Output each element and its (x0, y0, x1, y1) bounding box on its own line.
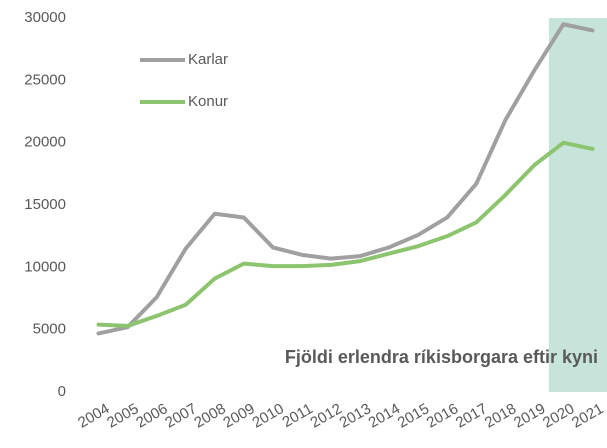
y-tick-label: 5000 (33, 321, 66, 338)
highlight-area (548, 18, 607, 392)
line-series (96, 22, 595, 336)
legend-label: Konur (188, 93, 228, 110)
line-series (96, 140, 595, 328)
y-tick-label: 15000 (24, 196, 66, 213)
y-tick-label: 30000 (24, 9, 66, 26)
chart-title: Fjöldi erlendra ríkisborgara eftir kyni (285, 347, 598, 367)
y-tick-label: 20000 (24, 134, 66, 151)
x-tick-label: 2021 (569, 400, 606, 431)
y-tick-label: 0 (58, 383, 66, 400)
y-tick-label: 10000 (24, 258, 66, 275)
legend-label: Karlar (188, 51, 228, 68)
y-tick-label: 25000 (24, 71, 66, 88)
